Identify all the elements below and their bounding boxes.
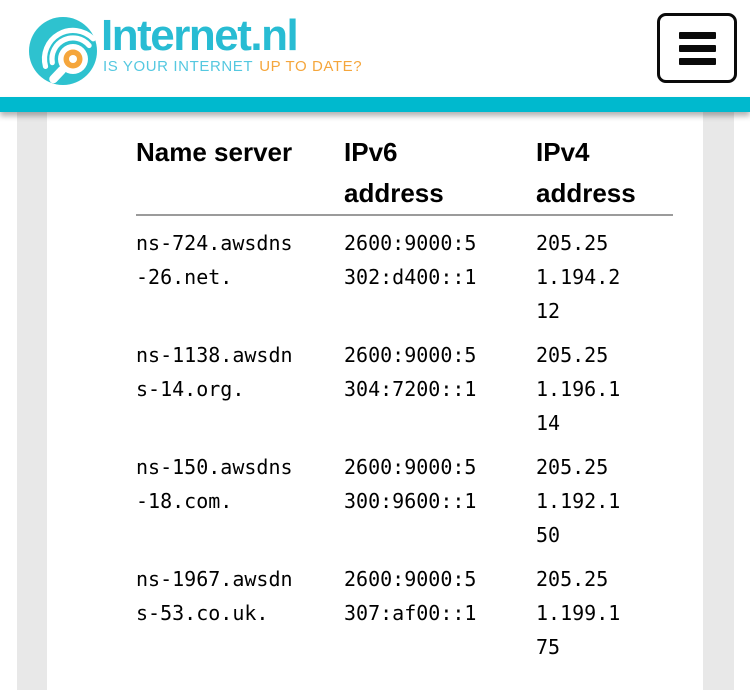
- column-header-ipv6-address: IPv6 address: [344, 137, 444, 208]
- hamburger-icon: [678, 44, 716, 52]
- tagline-left: IS YOUR INTERNET: [103, 58, 254, 75]
- cell-ipv4-address: 205.251.194.212: [536, 231, 621, 323]
- column-header-ipv4-address: IPv4 address: [536, 137, 636, 208]
- brand-wordmark: Internet.nl: [101, 11, 299, 60]
- cell-ipv6-address: 2600:9000:5300:9600::1: [344, 455, 477, 513]
- cell-name-server: ns-150.awsdns-18.com.: [136, 455, 293, 513]
- table-row: ns-1967.awsdns-53.co.uk. 2600:9000:5307:…: [136, 562, 673, 664]
- cell-name-server: ns-724.awsdns-26.net.: [136, 231, 293, 289]
- cell-ipv6-address: 2600:9000:5304:7200::1: [344, 343, 477, 401]
- tagline-right: UP TO DATE?: [259, 58, 363, 75]
- cell-ipv4-address: 205.251.196.114: [536, 343, 621, 435]
- hamburger-icon: [678, 31, 716, 39]
- cell-ipv6-address: 2600:9000:5302:d400::1: [344, 231, 477, 289]
- name-servers-card: Name server IPv6 address IPv4 address ns…: [47, 112, 703, 690]
- table-row: ns-1138.awsdns-14.org. 2600:9000:5304:72…: [136, 338, 673, 440]
- name-servers-table: Name server IPv6 address IPv4 address ns…: [136, 132, 673, 664]
- magnifier-wifi-icon: [29, 17, 97, 85]
- hamburger-icon: [678, 57, 716, 65]
- table-header-row: Name server IPv6 address IPv4 address: [136, 132, 673, 216]
- cell-ipv6-address: 2600:9000:5307:af00::1: [344, 567, 477, 625]
- brand-tagline: IS YOUR INTERNET UP TO DATE?: [103, 58, 363, 76]
- table-row: ns-724.awsdns-26.net. 2600:9000:5302:d40…: [136, 226, 673, 328]
- table-row: ns-150.awsdns-18.com. 2600:9000:5300:960…: [136, 450, 673, 552]
- column-header-name-server: Name server: [136, 137, 293, 167]
- menu-button[interactable]: [657, 13, 737, 83]
- header-accent-bar: [0, 97, 750, 112]
- cell-name-server: ns-1138.awsdns-14.org.: [136, 343, 293, 401]
- table-body: ns-724.awsdns-26.net. 2600:9000:5302:d40…: [136, 226, 673, 664]
- logo-link[interactable]: Internet.nl IS YOUR INTERNET UP TO DATE?: [0, 0, 363, 97]
- cell-ipv4-address: 205.251.192.150: [536, 455, 621, 547]
- cell-name-server: ns-1967.awsdns-53.co.uk.: [136, 567, 293, 625]
- site-header: Internet.nl IS YOUR INTERNET UP TO DATE?: [0, 0, 750, 97]
- cell-ipv4-address: 205.251.199.175: [536, 567, 621, 659]
